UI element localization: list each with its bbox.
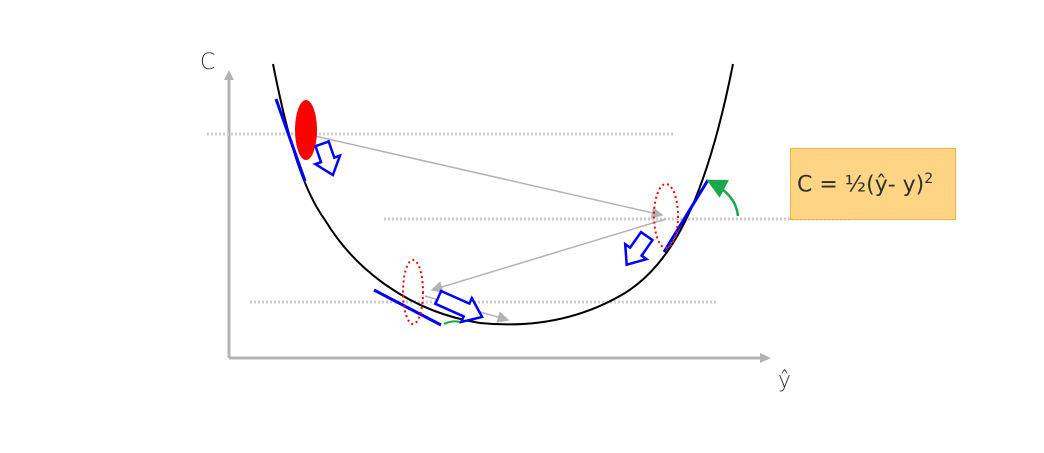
tangent-line-left [274, 98, 307, 182]
axes [224, 70, 771, 363]
x-axis-arrowhead [760, 353, 771, 363]
tangent-line-bottom [373, 288, 442, 327]
descent-arrow-icon [312, 139, 343, 177]
y-axis-arrowhead [224, 70, 234, 80]
descent-arrow-icon [433, 289, 484, 324]
start-point-marker [295, 100, 317, 160]
cost-formula-main: C = ½(ŷ- y) [797, 172, 925, 198]
jump-lines [305, 133, 667, 323]
angle-arrow-icon [706, 179, 740, 217]
tangent-lines [274, 98, 710, 327]
cost-formula: C = ½(ŷ- y)2 [797, 171, 933, 197]
y-axis-label: C [200, 50, 216, 75]
cost-formula-exponent: 2 [924, 170, 934, 187]
cost-formula-box: C = ½(ŷ- y)2 [790, 148, 956, 220]
descent-arrow-icon [623, 230, 655, 267]
x-axis-label: ŷ [778, 368, 792, 393]
jump-line-2 [430, 218, 667, 293]
tangent-line-right [662, 179, 710, 253]
angle-arrow-icon [443, 320, 461, 325]
level-lines [207, 132, 850, 304]
descent-arrows [312, 139, 655, 324]
cost-curve [272, 63, 734, 326]
step-marker-bottom [402, 259, 424, 325]
step-marker-right [653, 183, 679, 249]
jump-line-1 [305, 133, 664, 219]
